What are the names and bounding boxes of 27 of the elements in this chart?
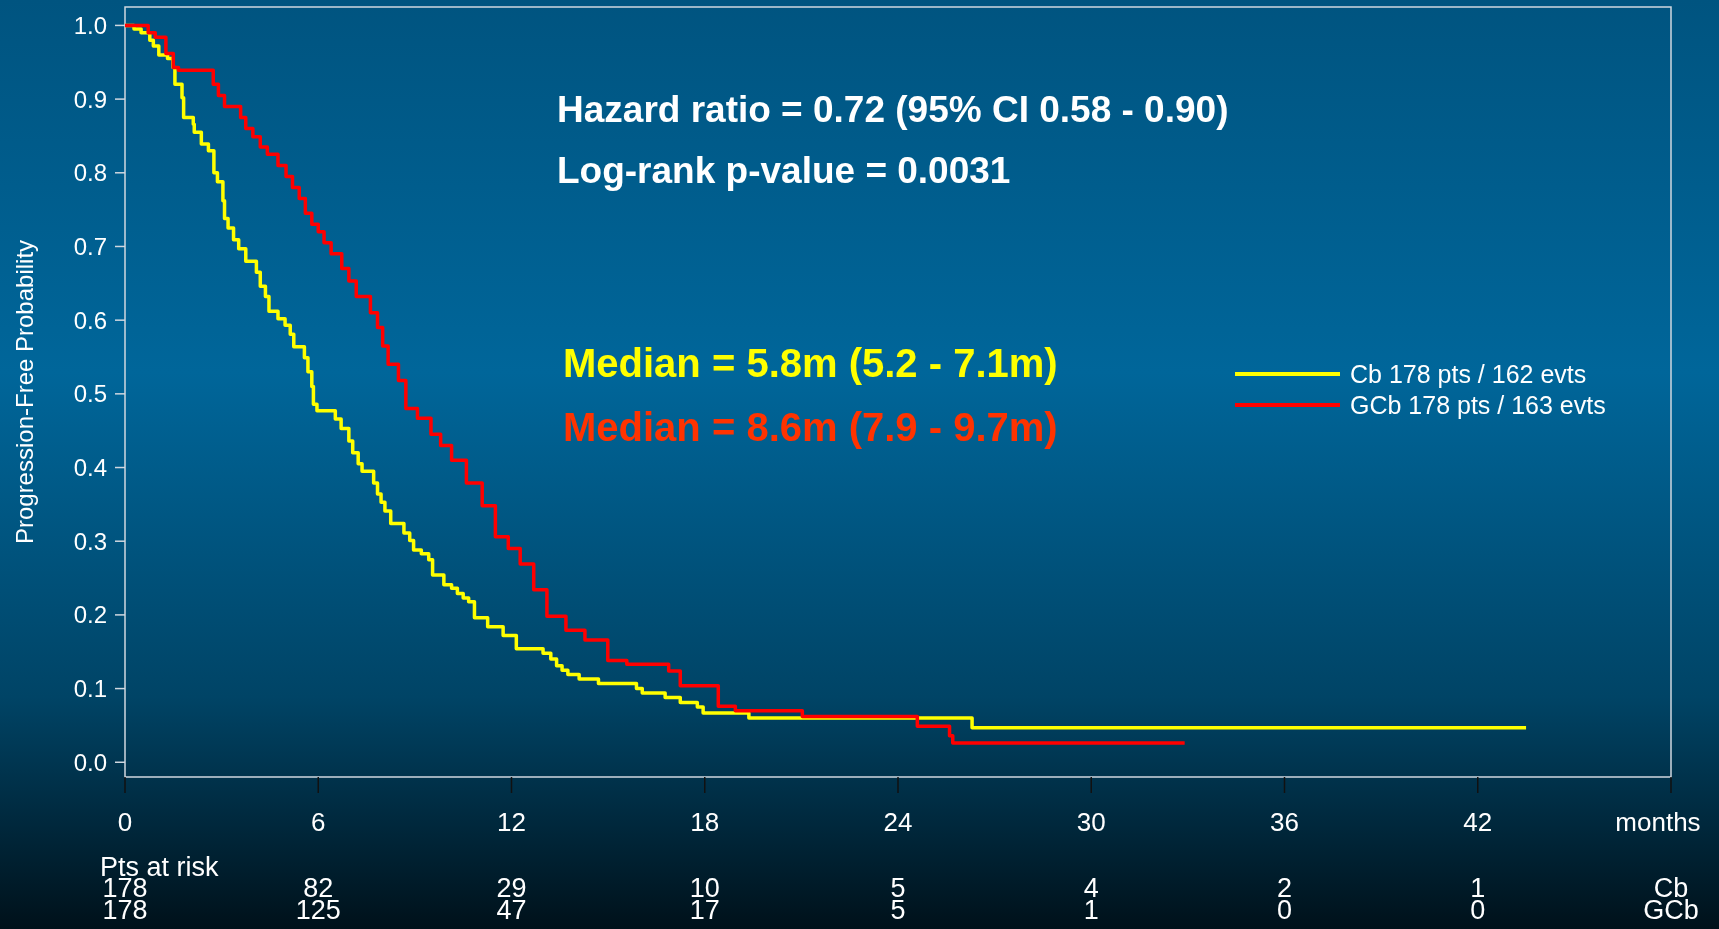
legend-label: GCb 178 pts / 163 evts <box>1350 390 1606 419</box>
annotation: Median = 8.6m (7.9 - 9.7m) <box>563 405 1058 449</box>
annotation: Log-rank p-value = 0.0031 <box>557 150 1011 191</box>
x-tick-label: 6 <box>311 807 326 837</box>
y-tick-label: 0.0 <box>73 748 107 776</box>
y-axis-title: Progression-Free Probability <box>11 239 38 545</box>
x-tick-label: 36 <box>1270 807 1299 837</box>
y-tick-label: 0.7 <box>73 232 107 260</box>
x-tick-label: 12 <box>497 807 526 837</box>
y-tick-label: 0.9 <box>73 85 107 113</box>
annotation: Hazard ratio = 0.72 (95% CI 0.58 - 0.90) <box>557 89 1229 130</box>
annotation: Median = 5.8m (5.2 - 7.1m) <box>563 341 1058 385</box>
legend-label: Cb 178 pts / 162 evts <box>1350 359 1587 388</box>
y-tick-label: 0.2 <box>73 601 107 629</box>
y-tick-label: 0.8 <box>73 159 107 187</box>
y-tick-label: 0.5 <box>73 380 107 408</box>
y-tick-label: 0.1 <box>73 674 107 702</box>
x-tick-label: 30 <box>1076 807 1106 837</box>
y-tick-label: 0.6 <box>73 306 107 334</box>
x-axis-title: months <box>1615 807 1701 837</box>
x-tick-label: 18 <box>690 807 720 837</box>
y-tick-label: 0.3 <box>73 527 107 555</box>
y-tick-label: 1.0 <box>73 11 107 39</box>
x-tick-label: 42 <box>1463 807 1493 837</box>
x-tick-label: 24 <box>883 807 913 837</box>
y-tick-label: 0.4 <box>73 453 107 481</box>
x-tick-label: 0 <box>117 807 133 837</box>
